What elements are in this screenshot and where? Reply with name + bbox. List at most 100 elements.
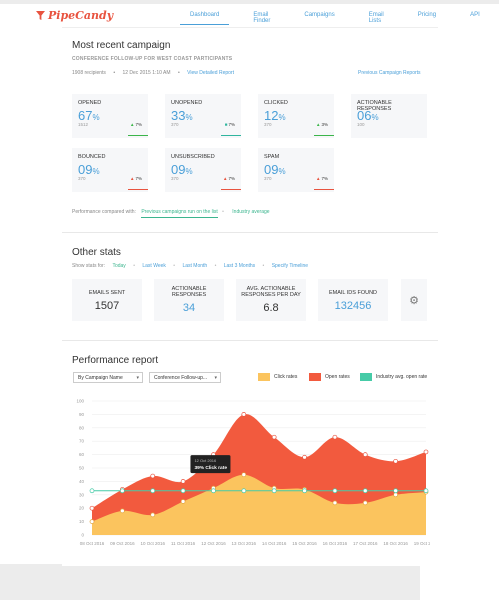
recipients-count: 1908 recipients: [72, 70, 106, 76]
stat-label: UNSUBSCRIBED: [171, 154, 215, 160]
stat-card-unsubscribed[interactable]: UNSUBSCRIBED 09% 370 7%: [165, 148, 241, 192]
stat-value: 09%: [78, 162, 100, 177]
click-rate-point: [180, 499, 186, 504]
compare-previous-tab[interactable]: Previous campaigns run on the list: [141, 209, 218, 218]
section-title: Other stats: [72, 247, 121, 258]
x-tick-label: 15 Oct 2016: [292, 541, 317, 546]
legend-swatch: [258, 373, 270, 381]
legend-open-rates: Open rates: [309, 373, 350, 381]
click-rate-point: [89, 519, 95, 524]
view-report-link[interactable]: View Detailed Report: [187, 70, 234, 76]
period-last-week[interactable]: Last Week: [142, 263, 166, 269]
chevron-down-icon: ▾: [136, 375, 139, 381]
stat-card-bounced[interactable]: BOUNCED 09% 370 7%: [72, 148, 148, 192]
industry-avg-point: [241, 488, 247, 494]
trend-bar: [128, 135, 148, 136]
campaign-meta: 1908 recipients • 12 Dec 2015 1:10 AM • …: [72, 70, 234, 76]
stat-change: 7%: [223, 176, 235, 181]
stat-count: 370: [264, 176, 272, 181]
industry-avg-point: [302, 488, 307, 494]
x-tick-label: 11 Oct 2016: [171, 541, 196, 546]
other-stat-value: 34: [182, 302, 196, 314]
legend-swatch: [309, 373, 321, 381]
other-stat-email-ids: EMAIL IDS FOUND 132456: [318, 279, 388, 321]
click-rate-point: [362, 500, 368, 506]
industry-avg-point: [89, 488, 95, 494]
stat-card-spam[interactable]: SPAM 09% 370 7%: [258, 148, 334, 192]
period-today[interactable]: Today: [112, 263, 126, 269]
stat-value: 12%: [264, 108, 286, 123]
stat-change: 7%: [130, 122, 142, 127]
performance-chart[interactable]: 0 10 20 30 40 50 60 70 80 90 100 08 Oct 2016 09 Oct …: [70, 395, 430, 550]
industry-avg-point: [180, 488, 186, 494]
y-tick-label: 30: [79, 492, 85, 497]
period-specify-timeline[interactable]: Specify Timeline: [271, 263, 309, 269]
filter-dropdown[interactable]: By Campaign Name ▾: [73, 372, 143, 383]
y-tick-label: 40: [79, 479, 85, 484]
industry-avg-point: [211, 488, 216, 494]
y-tick-label: 20: [79, 506, 85, 511]
legend-industry-avg: Industry avg. open rate: [360, 373, 427, 381]
brand-logo[interactable]: PipeCandy: [36, 9, 113, 22]
nav-pricing[interactable]: Pricing: [417, 12, 437, 18]
nav-email-lists[interactable]: Email Lists: [368, 12, 384, 24]
section-title: Performance report: [72, 355, 159, 366]
main-nav: Dashboard Email Finder Campaigns Email L…: [179, 12, 499, 25]
click-rate-point: [120, 508, 125, 514]
show-stats-label: Show stats for:: [72, 263, 106, 269]
nav-dashboard[interactable]: Dashboard: [179, 12, 230, 25]
other-stat-actionable: ACTIONABLE RESPONSES 34: [154, 279, 224, 321]
gear-icon: ⚙: [409, 294, 419, 307]
stat-count: 370: [78, 176, 86, 181]
other-stat-avg-per-day: AVG. ACTIONABLE RESPONSES PER DAY 6.8: [236, 279, 306, 321]
settings-button[interactable]: ⚙: [401, 279, 427, 321]
period-last-month[interactable]: Last Month: [182, 263, 208, 269]
section-title: Most recent campaign: [72, 40, 171, 51]
x-tick-label: 10 Oct 2016: [140, 541, 165, 546]
open-rate-point: [393, 458, 398, 464]
brand-name: PipeCandy: [48, 9, 114, 22]
funnel-icon: [36, 10, 45, 20]
stat-label: OPENED: [78, 100, 102, 106]
stat-value: 67%: [78, 108, 100, 123]
stat-label: UNOPENED: [171, 100, 203, 106]
click-rate-point: [332, 500, 338, 506]
previous-reports-link[interactable]: Previous Campaign Reports: [358, 70, 421, 76]
stat-label: ACTIONABLE RESPONSES: [357, 100, 392, 112]
chart-tooltip: [190, 455, 231, 474]
y-tick-label: 0: [81, 533, 84, 538]
stat-change: 7%: [225, 122, 235, 127]
click-rate-point: [150, 512, 156, 518]
chevron-down-icon: ▾: [214, 375, 217, 381]
open-rate-point: [332, 434, 338, 440]
period-last-3-months[interactable]: Last 3 Months: [223, 263, 256, 269]
compare-industry-tab[interactable]: Industry average: [232, 209, 270, 215]
stat-label: CLICKED: [264, 100, 288, 106]
y-tick-label: 90: [79, 412, 85, 417]
x-tick-label: 18 Oct 2016: [383, 541, 408, 546]
other-stat-label: AVG. ACTIONABLE RESPONSES PER DAY: [241, 286, 301, 298]
other-stat-label: EMAIL IDS FOUND: [328, 290, 378, 296]
open-rate-point: [180, 479, 186, 484]
campaign-dropdown[interactable]: Conference Follow-up... ▾: [149, 372, 221, 383]
y-tick-label: 50: [79, 466, 85, 471]
nav-api[interactable]: API: [470, 12, 480, 18]
stat-card-actionable[interactable]: ACTIONABLE RESPONSES 06% 100: [351, 94, 427, 138]
period-selector: Show stats for: Today • Last Week • Last…: [72, 263, 309, 269]
stat-card-opened[interactable]: OPENED 67% 1512 7%: [72, 94, 148, 138]
industry-avg-point: [150, 488, 156, 494]
stat-card-unopened[interactable]: UNOPENED 33% 370 7%: [165, 94, 241, 138]
legend-swatch: [360, 373, 372, 381]
stat-card-clicked[interactable]: CLICKED 12% 370 3%: [258, 94, 334, 138]
click-rate-point: [393, 492, 398, 498]
nav-email-finder[interactable]: Email Finder: [253, 12, 271, 24]
stat-count: 1512: [78, 122, 89, 127]
tooltip-date: 12 Oct 2016: [194, 458, 217, 463]
nav-campaigns[interactable]: Campaigns: [304, 12, 335, 18]
trend-bar: [221, 135, 241, 136]
trend-bar: [128, 189, 148, 190]
x-tick-label: 12 Oct 2016: [201, 541, 226, 546]
stat-value: 09%: [264, 162, 286, 177]
industry-avg-point: [120, 488, 125, 494]
other-stat-value: 1507: [94, 300, 120, 312]
